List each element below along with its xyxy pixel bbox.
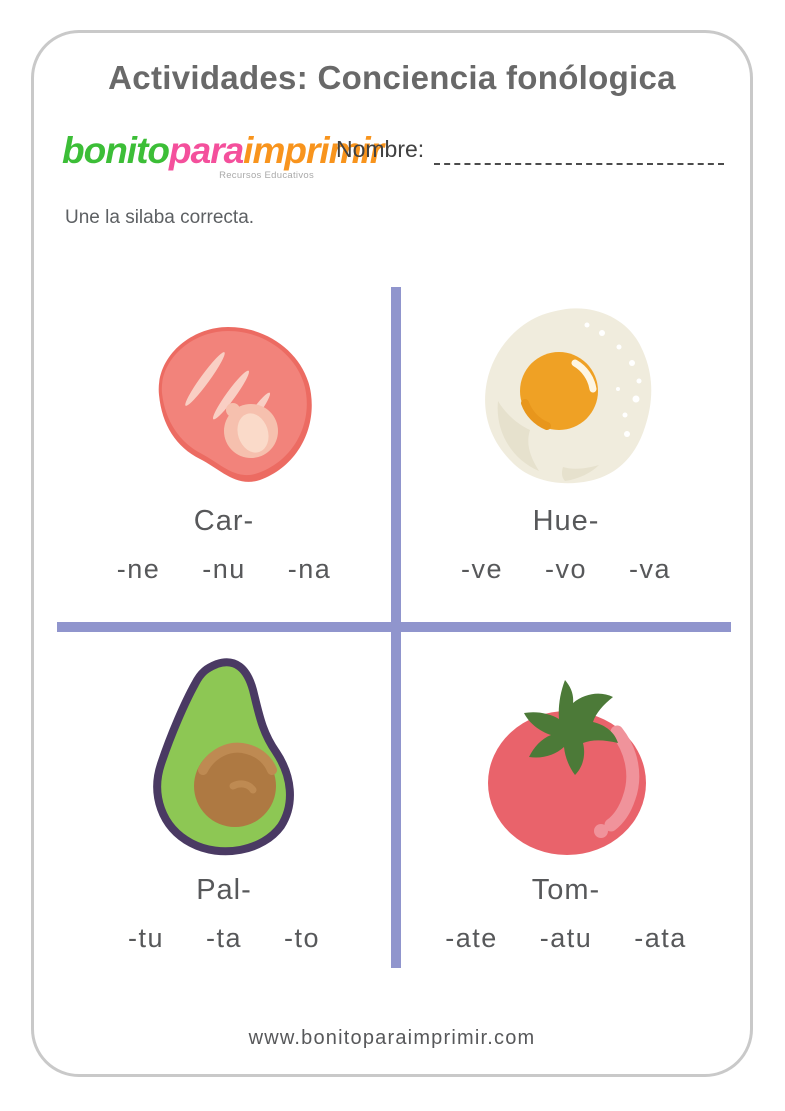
avocado-illustration — [135, 650, 313, 858]
logo-tagline: Recursos Educativos — [219, 170, 314, 181]
worksheet-page: Actividades: Conciencia fonólogica bonit… — [31, 30, 753, 1077]
syllable-options: -ne -nu -na — [117, 554, 332, 585]
logo-word-para: para — [169, 130, 244, 171]
tomato-illustration — [479, 650, 654, 858]
syllable-stem: Car- — [193, 505, 255, 537]
page-title: Actividades: Conciencia fonólogica — [108, 59, 676, 96]
name-field: Nombre: — [336, 132, 724, 165]
meat-illustration — [129, 293, 319, 489]
syllable-option: -va — [629, 554, 672, 584]
exercise-tomate: Tom- -ate -atu -ata — [401, 632, 731, 978]
brand-logo-text: bonitoparaimprimir — [62, 130, 384, 171]
logo-word-bonito: bonito — [62, 130, 170, 171]
syllable-option: -ata — [634, 923, 687, 953]
syllable-option: -vo — [544, 554, 587, 584]
syllable-option: -to — [284, 923, 321, 953]
logo-word-imprimir: imprimir — [243, 130, 384, 171]
syllable-stem: Pal- — [196, 874, 252, 906]
name-label: Nombre: — [336, 136, 425, 162]
syllable-options: -ate -atu -ata — [445, 923, 687, 954]
syllable-stem: Tom- — [531, 874, 601, 906]
footer-url: www.bonitoparaimprimir.com — [248, 1027, 536, 1049]
vertical-divider — [391, 287, 401, 968]
exercise-palta: Pal- -tu -ta -to — [57, 632, 391, 978]
name-write-line — [434, 137, 724, 165]
syllable-option: -nu — [202, 554, 246, 584]
instruction-text: Une la silaba correcta. — [65, 207, 255, 228]
syllable-option: -ta — [205, 923, 242, 953]
egg-illustration — [469, 293, 664, 489]
syllable-option: -na — [287, 554, 332, 584]
syllable-option: -ate — [445, 923, 498, 953]
exercise-carne: Car- -ne -nu -na — [57, 283, 391, 622]
brand-logo: bonitoparaimprimir Recursos Educativos — [62, 130, 384, 181]
header-row: bonitoparaimprimir Recursos Educativos N… — [62, 132, 724, 202]
syllable-option: -ne — [116, 554, 161, 584]
syllable-option: -ve — [460, 554, 503, 584]
syllable-option: -tu — [127, 923, 164, 953]
syllable-options: -ve -vo -va — [461, 554, 671, 585]
syllable-stem: Hue- — [532, 505, 600, 537]
syllable-options: -tu -ta -to — [128, 923, 320, 954]
exercise-huevo: Hue- -ve -vo -va — [401, 283, 731, 622]
syllable-option: -atu — [539, 923, 593, 953]
